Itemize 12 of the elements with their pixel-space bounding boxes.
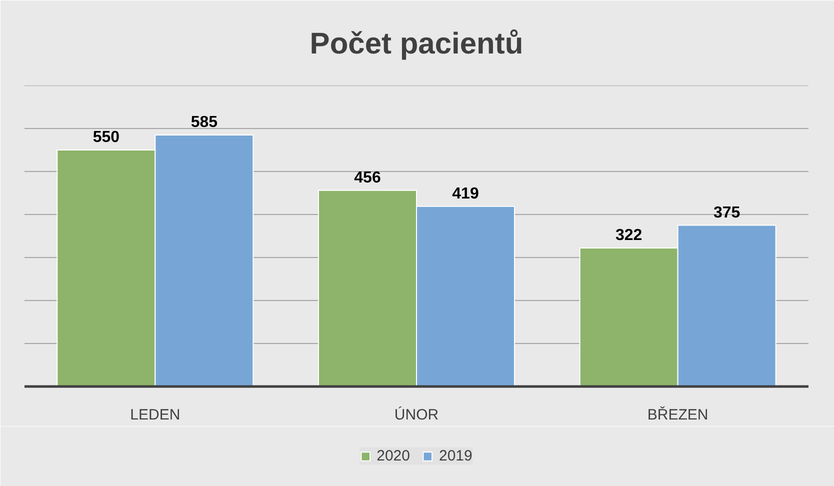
legend-label: 2020 bbox=[376, 448, 410, 464]
chart-title: Počet pacientů bbox=[310, 28, 524, 60]
data-label: 375 bbox=[713, 204, 740, 222]
legend-label: 2019 bbox=[439, 448, 472, 464]
data-label: 585 bbox=[190, 114, 218, 131]
data-label: 322 bbox=[615, 227, 642, 244]
x-tick-label: ÚNOR bbox=[394, 406, 439, 424]
data-label: 419 bbox=[452, 185, 479, 202]
x-tick-label: LEDEN bbox=[130, 406, 180, 424]
x-tick-label: BŘEZEN bbox=[647, 406, 708, 424]
data-label: 550 bbox=[92, 129, 120, 146]
data-label: 456 bbox=[354, 169, 381, 186]
